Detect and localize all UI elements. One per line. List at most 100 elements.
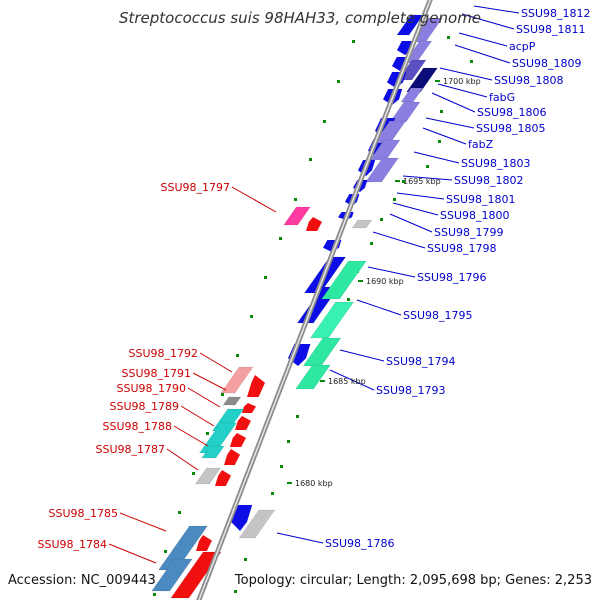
tick-dot: [323, 120, 326, 123]
tick-dot: [402, 180, 405, 183]
leader-line: [439, 67, 493, 81]
gene-block: [396, 14, 424, 36]
gene-arrow: [247, 375, 265, 397]
leader-line: [276, 532, 324, 544]
scale-label: 1690 kbp: [366, 277, 404, 286]
backbone-line-inner: [198, 0, 431, 600]
gene-label-ssu98_1809: SSU98_1809: [512, 57, 582, 70]
gene-block: [365, 157, 399, 183]
leader-line: [199, 352, 233, 373]
tick-dot: [236, 354, 239, 357]
gene-label-ssu98_1785: SSU98_1785: [48, 507, 118, 520]
leader-line: [367, 266, 416, 278]
tick-dot: [280, 465, 283, 468]
tick-dot: [393, 198, 396, 201]
gene-block: [201, 445, 225, 459]
gene-label-ssu98_1811: SSU98_1811: [516, 23, 586, 36]
gene-label-fabg: fabG: [489, 91, 515, 104]
leader-line: [119, 512, 167, 532]
gene-label-ssu98_1790: SSU98_1790: [116, 382, 186, 395]
tick-dot: [264, 276, 267, 279]
gene-block: [400, 87, 424, 103]
backbone: [196, 0, 433, 600]
tick-dot: [192, 472, 195, 475]
gene-block: [238, 509, 276, 539]
tick-dot: [337, 80, 340, 83]
gene-label-ssu98_1797: SSU98_1797: [160, 181, 230, 194]
gene-arrow: [196, 535, 212, 551]
tick-dot: [234, 590, 237, 593]
gene-label-ssu98_1795: SSU98_1795: [403, 309, 473, 322]
tick-dot: [250, 315, 253, 318]
tick-dot: [294, 198, 297, 201]
tick-dot: [470, 60, 473, 63]
tick-dot: [447, 36, 450, 39]
gene-label-ssu98_1803: SSU98_1803: [461, 157, 531, 170]
gene-label-ssu98_1802: SSU98_1802: [454, 174, 524, 187]
tick-dot: [164, 550, 167, 553]
gene-block: [220, 366, 254, 394]
leader-line: [389, 213, 433, 233]
gene-features: [151, 14, 443, 599]
tick-dot: [271, 492, 274, 495]
tick-dot: [370, 242, 373, 245]
genome-summary-text: Topology: circular; Length: 2,095,698 bp…: [234, 573, 592, 588]
tick-dot: [426, 165, 429, 168]
gene-block: [283, 206, 311, 226]
leader-line: [339, 349, 385, 362]
tick-dot: [296, 415, 299, 418]
gene-labels: SSU98_1812 SSU98_1811 acpP SSU98_1809 SSU98_…: [37, 7, 590, 551]
gene-label-ssu98_1786: SSU98_1786: [325, 537, 395, 550]
gene-label-ssu98_1800: SSU98_1800: [440, 209, 510, 222]
leader-line: [413, 151, 460, 164]
leader-line: [425, 117, 475, 129]
scale-label: 1680 kbp: [295, 479, 333, 488]
gene-label-ssu98_1798: SSU98_1798: [427, 242, 497, 255]
gene-block: [351, 219, 373, 229]
gene-label-ssu98_1791: SSU98_1791: [121, 367, 191, 380]
tick-dot: [206, 432, 209, 435]
scale-label: 1685 kbp: [328, 377, 366, 386]
gene-label-ssu98_1789: SSU98_1789: [109, 400, 179, 413]
genome-title: Streptococcus suis 98HAH33, complete gen…: [118, 9, 482, 27]
leader-line: [402, 175, 453, 181]
gene-block: [222, 396, 242, 406]
tick-dot: [178, 511, 181, 514]
tick-dot: [221, 393, 224, 396]
leader-line: [356, 299, 402, 316]
gene-label-ssu98_1805: SSU98_1805: [476, 122, 546, 135]
leader-line: [173, 425, 209, 447]
tick-dot: [309, 158, 312, 161]
tick-dot: [380, 218, 383, 221]
gene-block: [406, 67, 438, 93]
gene-block: [295, 364, 331, 390]
gene-label-ssu98_1794: SSU98_1794: [386, 355, 456, 368]
tick-dot: [279, 237, 282, 240]
gene-label-ssu98_1799: SSU98_1799: [434, 226, 504, 239]
leader-line: [422, 127, 467, 145]
tick-dot: [440, 110, 443, 113]
leader-line: [329, 369, 375, 391]
gene-arrow: [230, 433, 246, 447]
gene-label-ssu98_1788: SSU98_1788: [102, 420, 172, 433]
tick-dot: [244, 558, 247, 561]
gene-label-ssu98_1801: SSU98_1801: [446, 193, 516, 206]
leader-line: [473, 5, 520, 14]
gene-label-fabz: fabZ: [468, 138, 494, 151]
leader-line: [231, 186, 277, 213]
gene-label-ssu98_1793: SSU98_1793: [376, 384, 446, 397]
gene-arrow: [306, 217, 322, 231]
gene-arrow: [242, 403, 256, 413]
gene-block: [389, 101, 421, 123]
gene-block: [321, 260, 367, 300]
gene-arrow: [235, 416, 251, 430]
accession-text: Accession: NC_009443: [8, 573, 156, 588]
gene-label-ssu98_1784: SSU98_1784: [37, 538, 107, 551]
scale-label: 1700 kbp: [443, 77, 481, 86]
gene-label-ssu98_1812: SSU98_1812: [521, 7, 591, 20]
leader-line: [396, 192, 445, 200]
gene-arrow: [224, 449, 240, 465]
gene-arrow: [397, 41, 414, 55]
